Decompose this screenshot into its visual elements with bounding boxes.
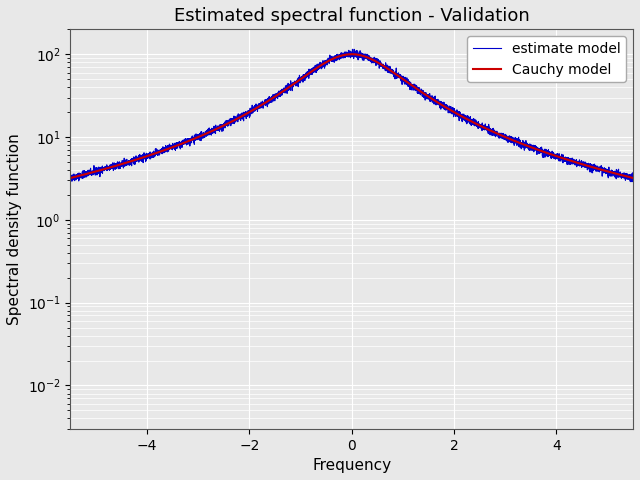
estimate model — [529, 146, 537, 152]
estimate model — [628, 179, 636, 185]
Cauchy model — [486, 128, 494, 133]
Cauchy model — [629, 175, 637, 181]
Cauchy model — [282, 87, 289, 93]
Line: estimate model: estimate model — [70, 49, 633, 182]
Title: Estimated spectral function - Validation: Estimated spectral function - Validation — [174, 7, 530, 25]
X-axis label: Frequency: Frequency — [312, 458, 391, 473]
Y-axis label: Spectral density function: Spectral density function — [7, 133, 22, 325]
estimate model — [349, 47, 356, 52]
Cauchy model — [404, 80, 412, 85]
Cauchy model — [433, 99, 440, 105]
estimate model — [67, 174, 74, 180]
Cauchy model — [67, 175, 74, 181]
Line: Cauchy model: Cauchy model — [70, 54, 633, 178]
Cauchy model — [529, 145, 537, 151]
Legend: estimate model, Cauchy model: estimate model, Cauchy model — [467, 36, 626, 82]
Cauchy model — [348, 51, 355, 57]
estimate model — [629, 177, 637, 182]
Cauchy model — [169, 144, 177, 150]
estimate model — [282, 84, 289, 90]
estimate model — [404, 80, 412, 86]
estimate model — [169, 143, 177, 149]
estimate model — [433, 97, 440, 103]
estimate model — [486, 129, 494, 135]
